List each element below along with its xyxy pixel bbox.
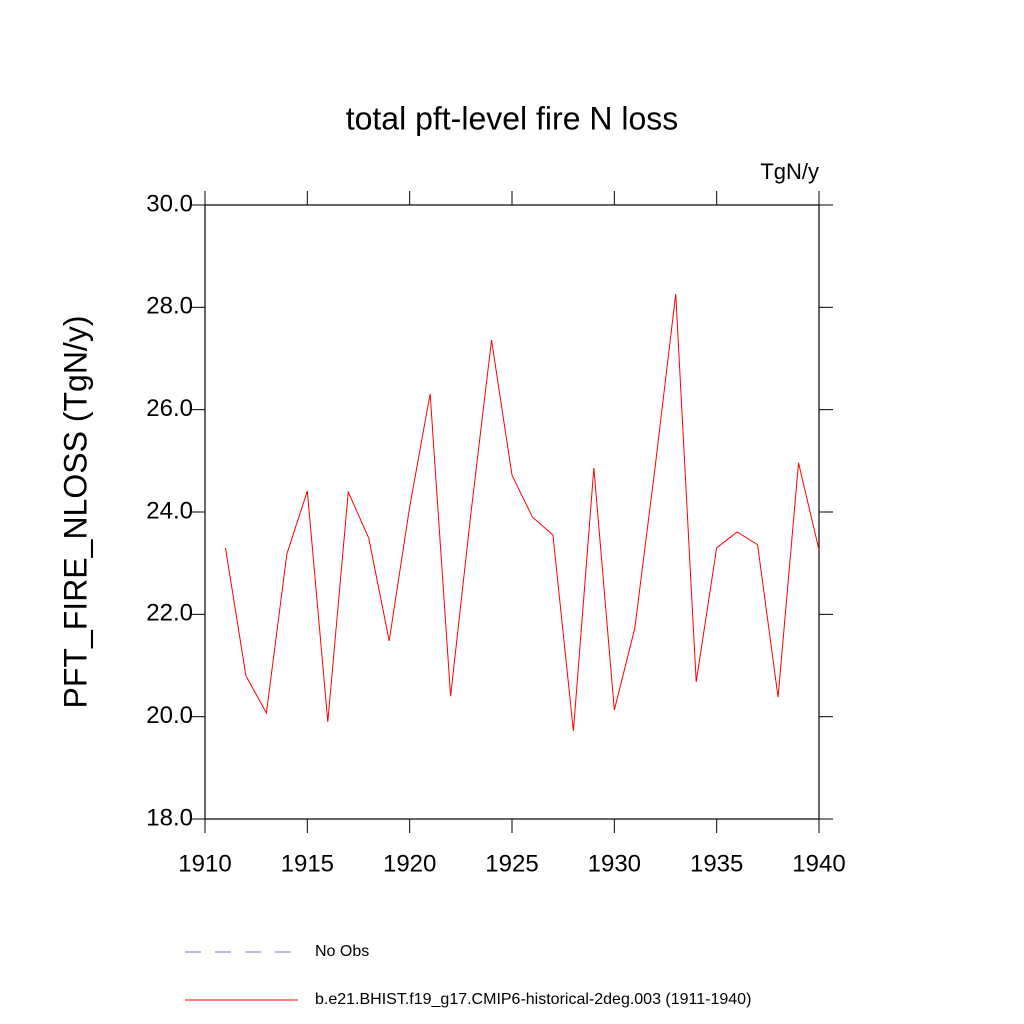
y-axis-label: PFT_FIRE_NLOSS (TgN/y) [57, 316, 93, 709]
x-tick-label: 1915 [281, 850, 334, 877]
x-tick-label: 1925 [485, 850, 538, 877]
x-tick-label: 1910 [178, 850, 231, 877]
legend-label: b.e21.BHIST.f19_g17.CMIP6-historical-2de… [315, 991, 751, 1008]
y-tick-label: 24.0 [146, 497, 193, 524]
y-tick-label: 28.0 [146, 293, 193, 320]
plot-frame [204, 204, 820, 820]
y-tick-label: 26.0 [146, 395, 193, 422]
x-tick-label: 1940 [792, 850, 845, 877]
chart-title: total pft-level fire N loss [346, 100, 679, 136]
data-line [224, 293, 820, 732]
x-tick-label: 1935 [690, 850, 743, 877]
y-tick-label: 20.0 [146, 702, 193, 729]
x-tick-label: 1920 [383, 850, 436, 877]
legend-label: No Obs [315, 943, 369, 960]
x-tick-label: 1930 [588, 850, 641, 877]
y-tick-label: 22.0 [146, 600, 193, 627]
y-tick-label: 18.0 [146, 804, 193, 831]
units-label: TgN/y [760, 159, 819, 184]
y-tick-label: 30.0 [146, 190, 193, 217]
